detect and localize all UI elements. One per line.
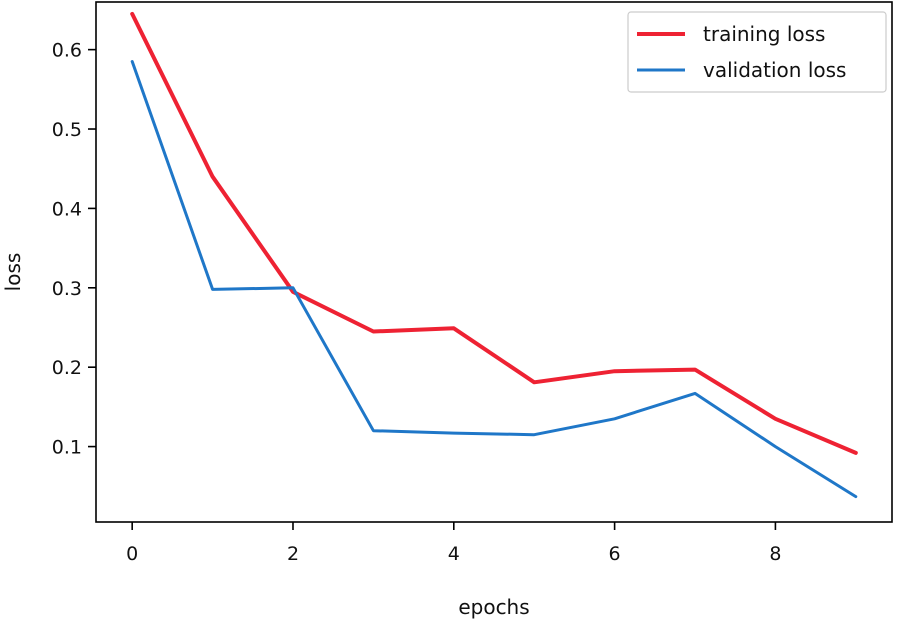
x-tick-label: 8 xyxy=(769,543,781,565)
x-tick-label: 6 xyxy=(609,543,621,565)
x-axis: 0 2 4 6 8 xyxy=(126,522,781,565)
series-line-validation-loss xyxy=(130,60,858,499)
x-tick-label: 0 xyxy=(126,543,138,565)
y-tick-label: 0.5 xyxy=(52,119,82,141)
y-axis-label: loss xyxy=(1,253,25,292)
legend: training loss validation loss xyxy=(627,11,887,93)
x-tick-label: 2 xyxy=(287,543,299,565)
x-tick-label: 4 xyxy=(448,543,460,565)
y-tick-label: 0.2 xyxy=(52,357,82,379)
series-line-training-loss xyxy=(130,11,858,455)
legend-label-validation-loss: validation loss xyxy=(703,58,846,82)
legend-box xyxy=(627,11,887,93)
series-layer xyxy=(130,11,858,499)
x-axis-label: epochs xyxy=(458,595,529,619)
y-axis: 0.1 0.2 0.3 0.4 0.5 0.6 xyxy=(52,40,96,459)
y-tick-label: 0.3 xyxy=(52,278,82,300)
y-tick-label: 0.4 xyxy=(52,198,82,220)
y-tick-label: 0.6 xyxy=(52,40,82,62)
legend-label-training-loss: training loss xyxy=(703,22,825,46)
y-tick-label: 0.1 xyxy=(52,437,82,459)
